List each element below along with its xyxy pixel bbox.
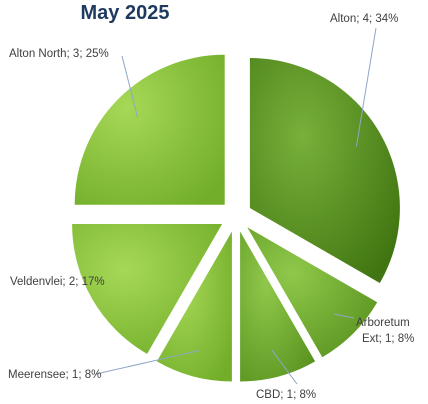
- data-label-arboretum-ext: Arboretum Ext; 1; 8%: [356, 317, 414, 345]
- data-label-alton: Alton; 4; 34%: [330, 13, 398, 25]
- data-label-veldenvlei: Veldenvlei; 2; 17%: [10, 276, 105, 288]
- leader-line-meerensee: [95, 349, 201, 375]
- data-label-cbd: CBD; 1; 8%: [256, 389, 316, 401]
- data-label-arboretum-ext-line-1: Arboretum: [356, 317, 410, 329]
- slice-veldenvlei: [72, 224, 223, 354]
- data-label-alton-north: Alton North; 3; 25%: [9, 48, 109, 60]
- slice-cbd: [240, 231, 316, 382]
- chart-title: May 2025: [81, 2, 170, 24]
- leader-line-alton: [355, 27, 377, 147]
- leader-line-alton-north: [121, 55, 139, 118]
- data-label-meerensee: Meerensee; 1; 8%: [8, 369, 101, 381]
- leader-lines: [95, 27, 377, 385]
- slice-alton-north: [74, 54, 225, 205]
- pie-slices: [72, 54, 400, 382]
- slice-meerensee: [156, 231, 232, 382]
- leader-line-arboretum-ext: [334, 313, 355, 319]
- slice-arboretum-ext: [247, 227, 378, 358]
- slice-alton: [249, 58, 400, 283]
- data-label-arboretum-ext-line-2: Ext; 1; 8%: [362, 333, 414, 345]
- leader-line-cbd: [271, 350, 298, 385]
